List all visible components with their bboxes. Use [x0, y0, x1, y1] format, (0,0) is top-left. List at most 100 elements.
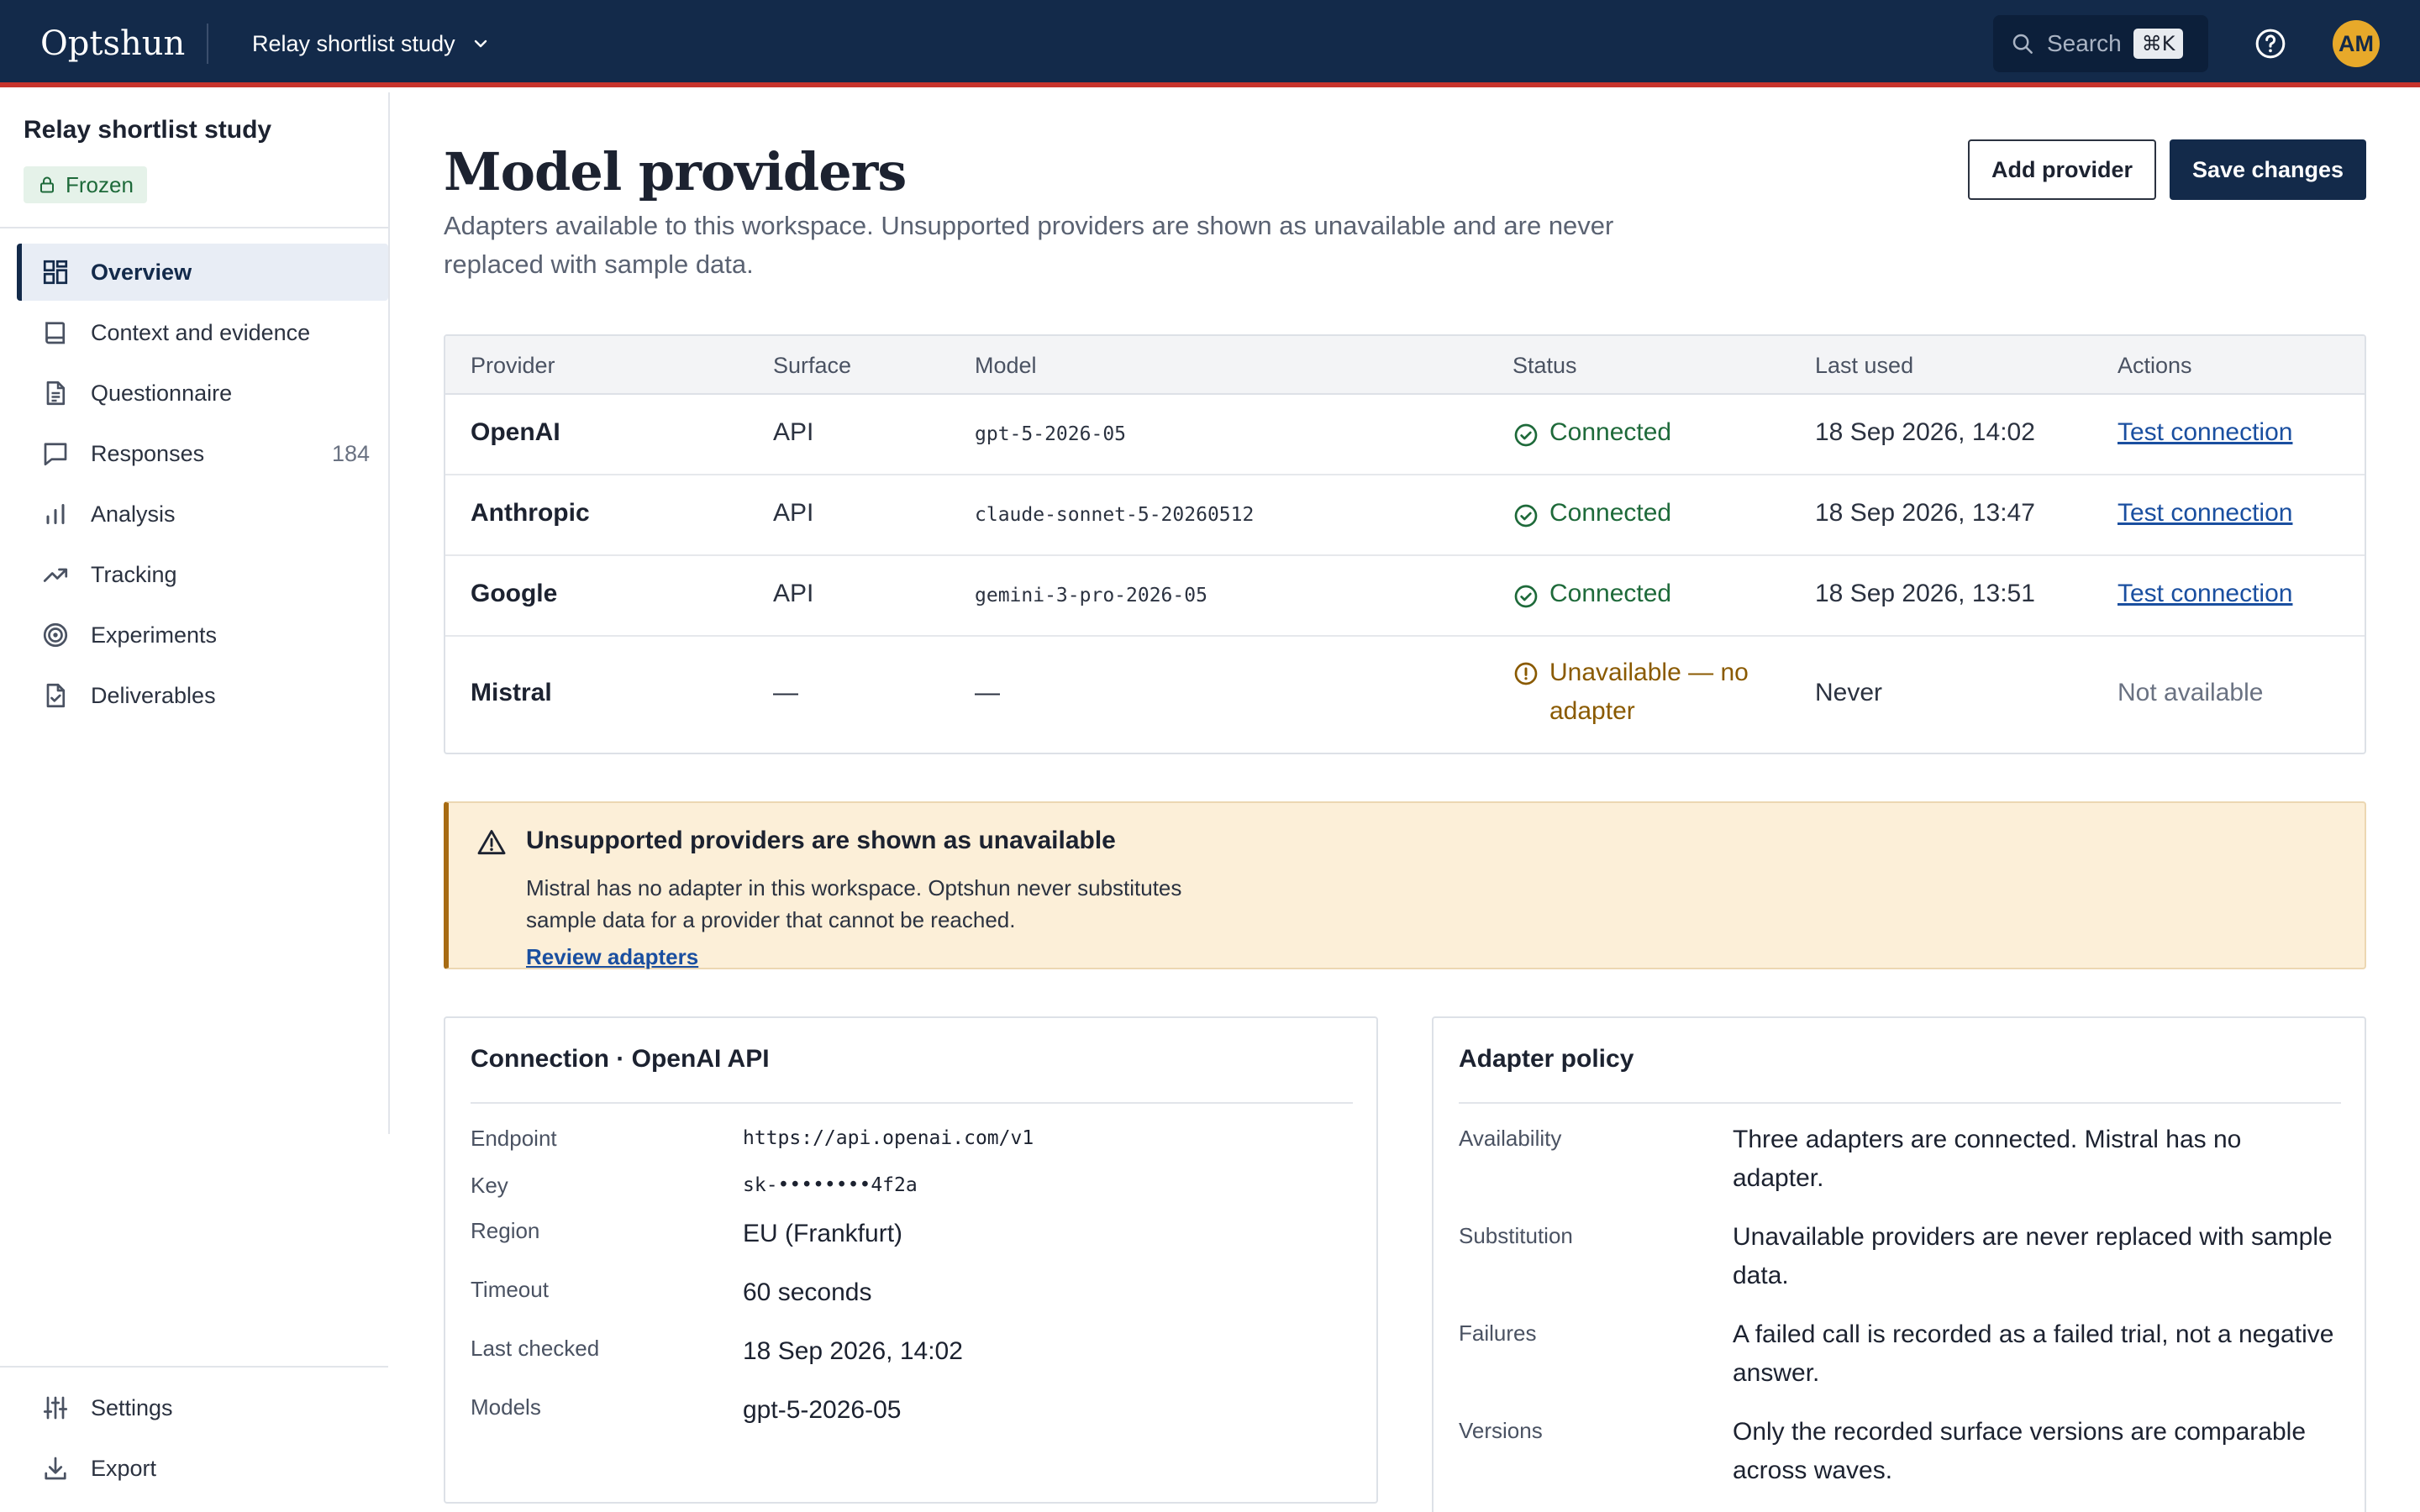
- provider-name: Anthropic: [471, 499, 590, 528]
- model-cell: claude-sonnet-5-20260512: [975, 504, 1254, 526]
- sidebar-item-label: Export: [91, 1456, 156, 1482]
- grid-icon: [40, 257, 71, 287]
- sidebar-item-tracking[interactable]: Tracking: [17, 546, 388, 603]
- surface-cell: API: [773, 499, 813, 528]
- help-icon[interactable]: [2254, 27, 2287, 60]
- study-name: Relay shortlist study: [24, 116, 271, 144]
- adapter-policy-card: Adapter policy Availability Three adapte…: [1432, 1016, 2366, 1512]
- check-circle-icon: [1512, 583, 1539, 610]
- add-provider-button[interactable]: Add provider: [1968, 139, 2156, 200]
- topbar-divider: [207, 24, 208, 64]
- test-connection-link[interactable]: Test connection: [2118, 499, 2292, 528]
- warning-triangle-icon: [476, 827, 508, 858]
- status-badge: Frozen: [24, 166, 147, 203]
- search-button[interactable]: Search ⌘K: [1993, 15, 2208, 72]
- search-shortcut: ⌘K: [2133, 29, 2184, 59]
- responses-count: 184: [332, 441, 370, 467]
- sidebar-item-analysis[interactable]: Analysis: [17, 486, 388, 543]
- status-label: Unavailable — no adapter: [1549, 654, 1790, 731]
- table-row: Mistral — — Unavailable — no adapter Nev…: [445, 637, 2365, 754]
- sidebar-item-label: Responses: [91, 441, 204, 467]
- table-row: Google API gemini-3-pro-2026-05 Connecte…: [445, 556, 2365, 637]
- search-icon: [2010, 31, 2035, 56]
- surface-cell: API: [773, 580, 813, 608]
- field-label: Key: [471, 1173, 508, 1199]
- sidebar-item-label: Deliverables: [91, 683, 216, 709]
- last-used-cell: Never: [1815, 679, 1882, 707]
- status-connected: Connected: [1512, 418, 1671, 449]
- table-row: OpenAI API gpt-5-2026-05 Connected 18 Se…: [445, 395, 2365, 475]
- chevron-down-icon: [471, 34, 491, 54]
- sidebar-item-overview[interactable]: Overview: [17, 244, 388, 301]
- last-used-cell: 18 Sep 2026, 14:02: [1815, 418, 2035, 447]
- alert-circle-icon: [1512, 660, 1539, 687]
- status-connected: Connected: [1512, 499, 1671, 529]
- field-label: Endpoint: [471, 1126, 557, 1152]
- status-unavailable: Unavailable — no adapter: [1512, 654, 1790, 731]
- sidebar-item-responses[interactable]: Responses 184: [17, 425, 388, 482]
- bar-chart-icon: [40, 499, 71, 529]
- sidebar-item-settings[interactable]: Settings: [17, 1379, 388, 1436]
- model-cell: —: [975, 679, 1000, 707]
- table-row: Anthropic API claude-sonnet-5-20260512 C…: [445, 475, 2365, 556]
- model-cell: gpt-5-2026-05: [975, 423, 1126, 445]
- sidebar-item-label: Settings: [91, 1395, 173, 1421]
- alert-title: Unsupported providers are shown as unava…: [526, 827, 1116, 855]
- alert-body: Mistral has no adapter in this workspace…: [526, 872, 1249, 936]
- policy-value: A failed call is recorded as a failed tr…: [1733, 1315, 2338, 1393]
- test-connection-link[interactable]: Test connection: [2118, 580, 2292, 608]
- top-bar: Optshun Relay shortlist study Search ⌘K …: [0, 0, 2420, 87]
- avatar[interactable]: AM: [2333, 20, 2380, 67]
- card-divider: [471, 1102, 1353, 1104]
- card-title: Connection · OpenAI API: [471, 1045, 770, 1074]
- region-value: EU (Frankfurt): [743, 1220, 902, 1248]
- providers-table: Provider Surface Model Status Last used …: [444, 334, 2366, 754]
- policy-label: Substitution: [1459, 1223, 1573, 1249]
- download-icon: [40, 1453, 71, 1483]
- save-changes-button[interactable]: Save changes: [2170, 139, 2366, 200]
- sidebar-item-deliverables[interactable]: Deliverables: [17, 667, 388, 724]
- sidebar-item-context[interactable]: Context and evidence: [17, 304, 388, 361]
- field-label: Timeout: [471, 1277, 549, 1303]
- review-adapters-link[interactable]: Review adapters: [526, 944, 698, 970]
- sliders-icon: [40, 1393, 71, 1423]
- provider-name: Google: [471, 580, 557, 608]
- brand-logo[interactable]: Optshun: [40, 20, 185, 67]
- search-label: Search: [2047, 30, 2122, 57]
- test-connection-link[interactable]: Test connection: [2118, 418, 2292, 447]
- column-header: Provider: [471, 353, 555, 379]
- field-label: Last checked: [471, 1336, 599, 1362]
- document-icon: [40, 378, 71, 408]
- policy-label: Failures: [1459, 1320, 1536, 1347]
- page-subtitle: Adapters available to this workspace. Un…: [444, 207, 1662, 284]
- last-used-cell: 18 Sep 2026, 13:51: [1815, 580, 2035, 608]
- lock-icon: [37, 175, 57, 195]
- status-label: Connected: [1549, 499, 1671, 528]
- card-title: Adapter policy: [1459, 1045, 1634, 1074]
- connection-card: Connection · OpenAI API Endpoint https:/…: [444, 1016, 1378, 1504]
- sidebar-item-label: Analysis: [91, 501, 176, 528]
- check-circle-icon: [1512, 502, 1539, 529]
- trend-icon: [40, 559, 71, 590]
- sidebar-item-label: Overview: [91, 260, 192, 286]
- policy-label: Availability: [1459, 1126, 1561, 1152]
- sidebar-border: [388, 92, 390, 1134]
- project-switcher[interactable]: Relay shortlist study: [252, 27, 491, 60]
- surface-cell: API: [773, 418, 813, 447]
- provider-name: OpenAI: [471, 418, 560, 447]
- sidebar-item-export[interactable]: Export: [17, 1440, 388, 1497]
- field-label: Region: [471, 1218, 539, 1244]
- status-badge-label: Frozen: [66, 172, 134, 198]
- last-used-cell: 18 Sep 2026, 13:47: [1815, 499, 2035, 528]
- book-icon: [40, 318, 71, 348]
- status-label: Connected: [1549, 580, 1671, 608]
- card-divider: [1459, 1102, 2341, 1104]
- sidebar-item-label: Context and evidence: [91, 320, 310, 346]
- policy-value: Unavailable providers are never replaced…: [1733, 1218, 2338, 1295]
- sidebar-item-questionnaire[interactable]: Questionnaire: [17, 365, 388, 422]
- column-header: Status: [1512, 353, 1577, 379]
- sidebar-item-experiments[interactable]: Experiments: [17, 606, 388, 664]
- sidebar: Relay shortlist study Frozen Overview Co…: [0, 92, 390, 1512]
- last-checked-value: 18 Sep 2026, 14:02: [743, 1337, 963, 1366]
- status-connected: Connected: [1512, 580, 1671, 610]
